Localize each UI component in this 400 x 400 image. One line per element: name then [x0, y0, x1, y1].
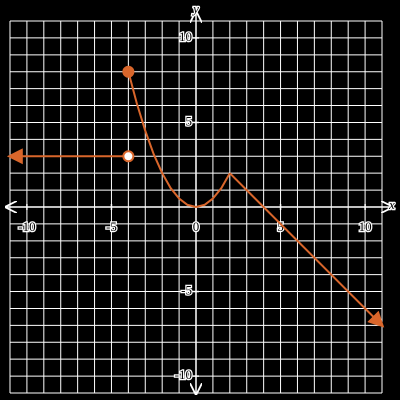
y-tick-label: 10 [179, 29, 192, 44]
x-tick-label: 5 [277, 219, 284, 234]
y-tick-label: 5 [186, 113, 193, 128]
y-axis-label: y [191, 1, 199, 16]
y-tick-label: -5 [181, 283, 192, 298]
x-tick-label: 0 [193, 219, 200, 234]
x-tick-label: 10 [359, 219, 372, 234]
function-line [127, 71, 231, 209]
function-line [229, 172, 385, 328]
endpoint [122, 65, 135, 78]
axes: -10 -5 0 5 10 -10 -5 5 10 [6, 12, 392, 394]
x-axis-label: x [388, 197, 395, 212]
plot [6, 65, 385, 328]
y-tick-label: -10 [175, 367, 192, 382]
x-tick-label: -10 [18, 219, 35, 234]
endpoint [122, 150, 135, 163]
x-tick-label: -5 [106, 219, 117, 234]
